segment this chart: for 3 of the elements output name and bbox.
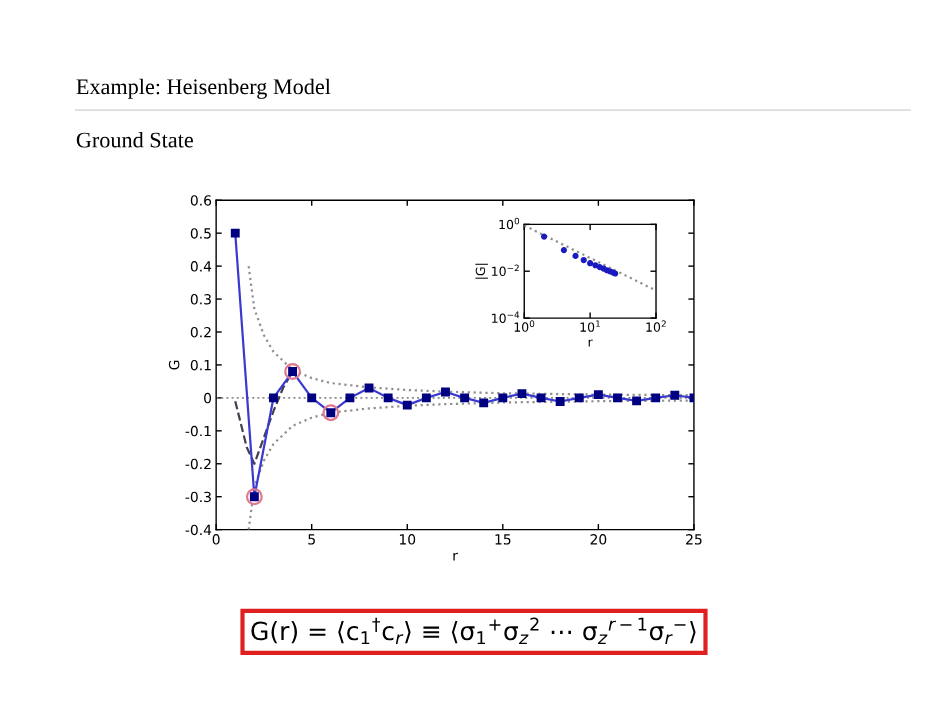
- text: G(r) = ⟨c$_{1}$$^{†}$c$_{r}$⟩ ≡ ⟨σ$_{1}$$^{+}$σ$_{z}$$^{2}$ ⋯ σ$_{z}$$^{r−1}$σ$_{r}$$^{−}$⟩: [251, 617, 696, 645]
- chart-title: Example: Heisenberg Model: [76, 78, 331, 99]
- chart-subtitle: Ground State: [76, 131, 193, 148]
